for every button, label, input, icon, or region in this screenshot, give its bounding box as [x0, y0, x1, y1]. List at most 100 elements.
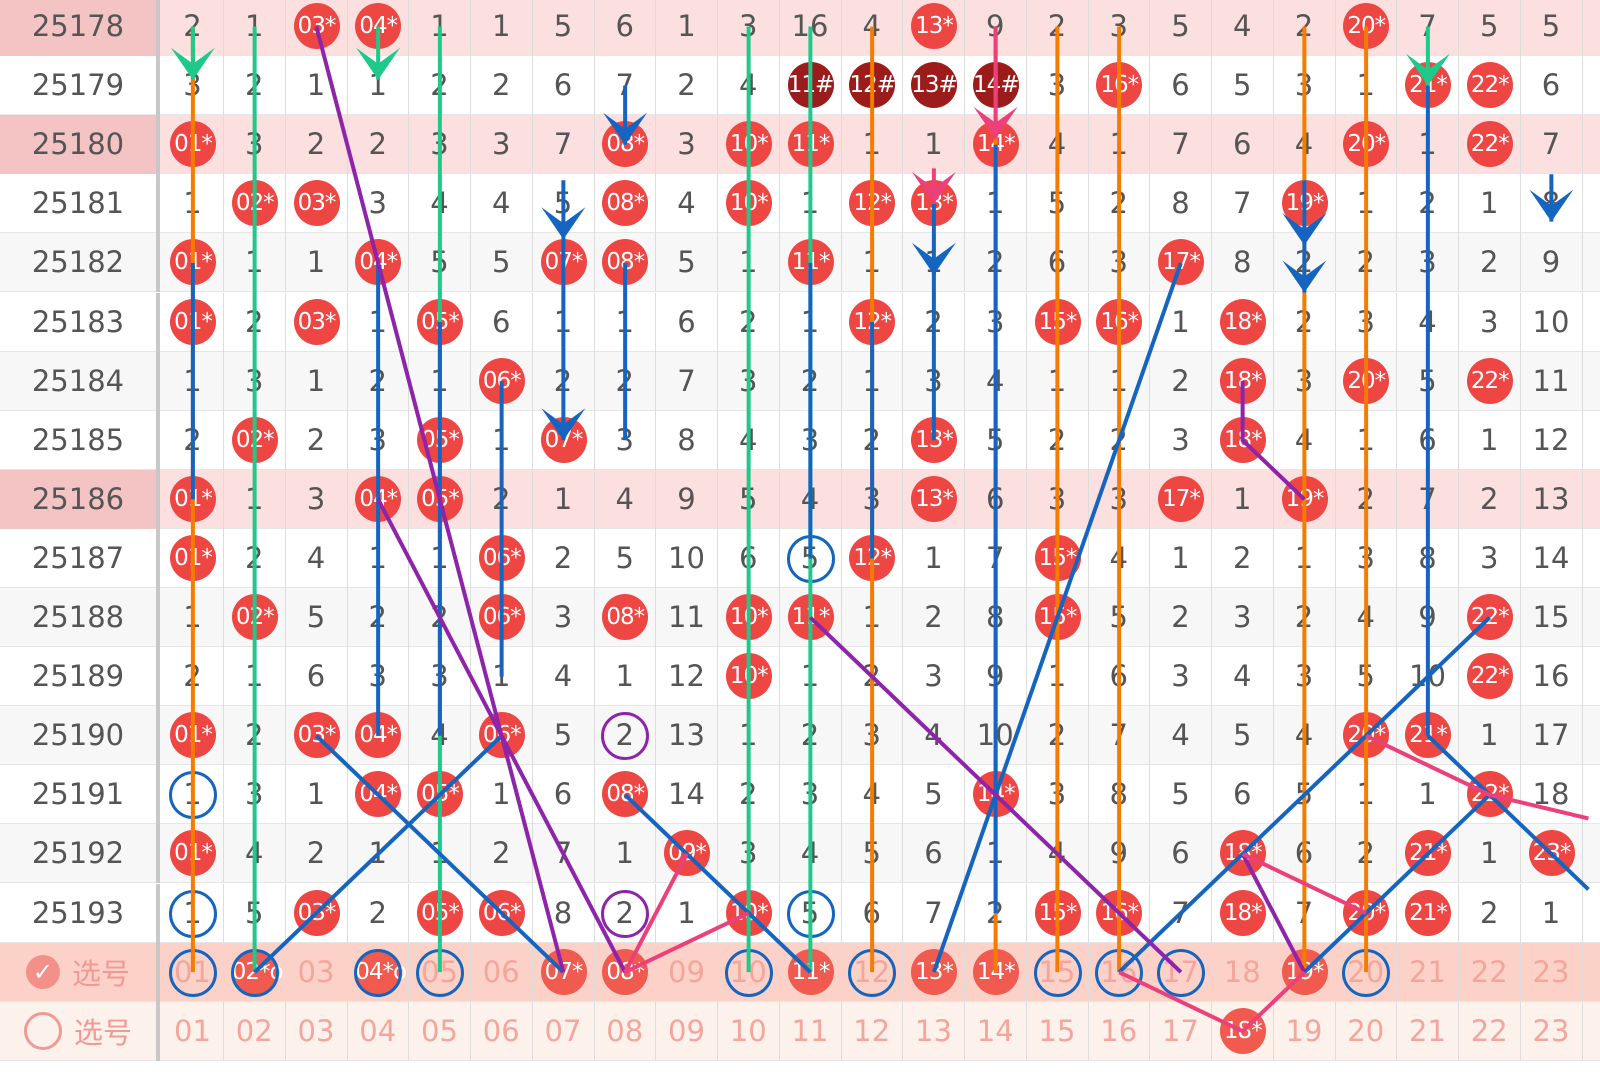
miss-count-cell[interactable]: 3 [965, 292, 1027, 352]
miss-count-cell[interactable]: 6 [471, 292, 533, 352]
ball-cell[interactable]: 06* [471, 588, 533, 647]
miss-count-cell[interactable]: 2 [286, 410, 348, 470]
miss-count-cell[interactable]: 05 [409, 942, 471, 1002]
ball-cell[interactable]: 16* [1088, 292, 1151, 352]
miss-count-cell[interactable]: 17 [1150, 942, 1212, 1002]
miss-count-cell[interactable]: 7 [1397, 469, 1459, 529]
miss-count-cell[interactable]: 8 [1150, 174, 1212, 234]
miss-count-cell[interactable]: 2 [594, 883, 657, 943]
miss-count-cell[interactable]: 22 [1459, 1001, 1521, 1061]
ball-cell[interactable]: 10* [718, 647, 780, 707]
miss-count-cell[interactable]: 4 [1027, 115, 1089, 175]
miss-count-cell[interactable]: 2 [1027, 0, 1089, 56]
miss-count-cell[interactable]: 7 [533, 115, 595, 175]
miss-count-cell[interactable]: 6 [1212, 765, 1274, 825]
miss-count-cell[interactable]: 2 [1212, 528, 1274, 588]
miss-count-cell[interactable]: 9 [1088, 824, 1151, 884]
ball-cell[interactable]: 13# [903, 56, 965, 116]
ball-cell[interactable]: 16* [1088, 883, 1151, 943]
miss-count-cell[interactable]: 14 [656, 765, 718, 825]
miss-count-cell[interactable]: 2 [409, 588, 471, 647]
miss-count-cell[interactable]: 2 [347, 883, 410, 943]
miss-count-cell[interactable]: 2 [1459, 233, 1521, 293]
miss-count-cell[interactable]: 4 [718, 410, 780, 470]
miss-count-cell[interactable]: 13 [656, 706, 718, 766]
ball-cell[interactable]: 14# [965, 56, 1027, 116]
miss-count-cell[interactable]: 2 [409, 56, 471, 116]
miss-count-cell[interactable]: 6 [286, 647, 348, 707]
miss-count-cell[interactable]: 4 [656, 174, 718, 234]
miss-count-cell[interactable]: 3 [1027, 56, 1089, 116]
miss-count-cell[interactable]: 7 [1150, 883, 1212, 943]
ball-cell[interactable]: 20* [1335, 351, 1398, 411]
miss-count-cell[interactable]: 3 [1335, 292, 1398, 352]
miss-count-cell[interactable]: 2 [224, 56, 286, 116]
miss-count-cell[interactable]: 1 [1335, 56, 1398, 116]
miss-count-cell[interactable]: 5 [471, 233, 533, 293]
miss-count-cell[interactable]: 6 [718, 528, 780, 588]
miss-count-cell[interactable]: 2 [286, 824, 348, 884]
miss-count-cell[interactable]: 02 [224, 1001, 286, 1061]
ball-cell[interactable]: 07* [533, 942, 595, 1002]
miss-count-cell[interactable]: 1 [1335, 765, 1398, 825]
miss-count-cell[interactable]: 4 [780, 824, 842, 884]
miss-count-cell[interactable]: 4 [718, 56, 780, 116]
miss-count-cell[interactable]: 9 [656, 469, 718, 529]
ball-cell[interactable]: 16* [1088, 56, 1151, 116]
ball-cell[interactable]: 05* [409, 410, 471, 470]
ball-cell[interactable]: 04* [347, 765, 410, 825]
miss-count-cell[interactable]: 15 [1521, 588, 1583, 647]
miss-count-cell[interactable]: 4 [1088, 528, 1151, 588]
miss-count-cell[interactable]: 1 [286, 765, 348, 825]
ball-cell[interactable]: 06* [471, 528, 533, 588]
miss-count-cell[interactable]: 7 [965, 528, 1027, 588]
miss-count-cell[interactable]: 3 [1027, 765, 1089, 825]
miss-count-cell[interactable]: 5 [1274, 765, 1336, 825]
miss-count-cell[interactable]: 7 [1150, 115, 1212, 175]
miss-count-cell[interactable]: 21 [1397, 1001, 1459, 1061]
miss-count-cell[interactable]: 1 [1397, 765, 1459, 825]
ball-cell[interactable]: 01* [162, 233, 224, 293]
miss-count-cell[interactable]: 9 [965, 647, 1027, 707]
miss-count-cell[interactable]: 1 [1335, 174, 1398, 234]
miss-count-cell[interactable]: 1 [1459, 410, 1521, 470]
miss-count-cell[interactable]: 2 [533, 528, 595, 588]
miss-count-cell[interactable]: 1 [286, 351, 348, 411]
miss-count-cell[interactable]: 13 [903, 1001, 965, 1061]
miss-count-cell[interactable]: 03 [286, 1001, 348, 1061]
miss-count-cell[interactable]: 3 [347, 174, 410, 234]
miss-count-cell[interactable]: 1 [286, 233, 348, 293]
miss-count-cell[interactable]: 1 [903, 115, 965, 175]
miss-count-cell[interactable]: 3 [656, 115, 718, 175]
miss-count-cell[interactable]: 11 [656, 588, 718, 647]
ball-cell[interactable]: 18* [1212, 351, 1274, 411]
miss-count-cell[interactable]: 3 [1459, 528, 1521, 588]
miss-count-cell[interactable]: 6 [1212, 115, 1274, 175]
miss-count-cell[interactable]: 15 [1027, 1001, 1089, 1061]
miss-count-cell[interactable]: 1 [1212, 469, 1274, 529]
miss-count-cell[interactable]: 10 [718, 942, 780, 1002]
miss-count-cell[interactable]: 2 [1027, 706, 1089, 766]
ball-cell[interactable]: 05* [409, 765, 471, 825]
miss-count-cell[interactable]: 2 [347, 588, 410, 647]
miss-count-cell[interactable]: 4 [1274, 706, 1336, 766]
miss-count-cell[interactable]: 4 [841, 765, 904, 825]
miss-count-cell[interactable]: 5 [1027, 174, 1089, 234]
miss-count-cell[interactable]: 10 [965, 706, 1027, 766]
miss-count-cell[interactable]: 16 [1088, 1001, 1151, 1061]
ball-cell[interactable]: 13* [903, 942, 965, 1002]
miss-count-cell[interactable]: 1 [1027, 647, 1089, 707]
miss-count-cell[interactable]: 10 [718, 1001, 780, 1061]
miss-count-cell[interactable]: 1 [1335, 410, 1398, 470]
ball-cell[interactable]: 22* [1459, 588, 1521, 647]
miss-count-cell[interactable]: 2 [1027, 410, 1089, 470]
ball-cell[interactable]: 07* [533, 410, 595, 470]
miss-count-cell[interactable]: 3 [533, 588, 595, 647]
ball-cell[interactable]: 11* [780, 115, 842, 175]
miss-count-cell[interactable]: 9 [1521, 233, 1583, 293]
ball-cell[interactable]: 21* [1397, 824, 1459, 884]
miss-count-cell[interactable]: 7 [1274, 883, 1336, 943]
ball-cell[interactable]: 18* [1212, 410, 1274, 470]
miss-count-cell[interactable]: 7 [1212, 174, 1274, 234]
miss-count-cell[interactable]: 05 [409, 1001, 471, 1061]
